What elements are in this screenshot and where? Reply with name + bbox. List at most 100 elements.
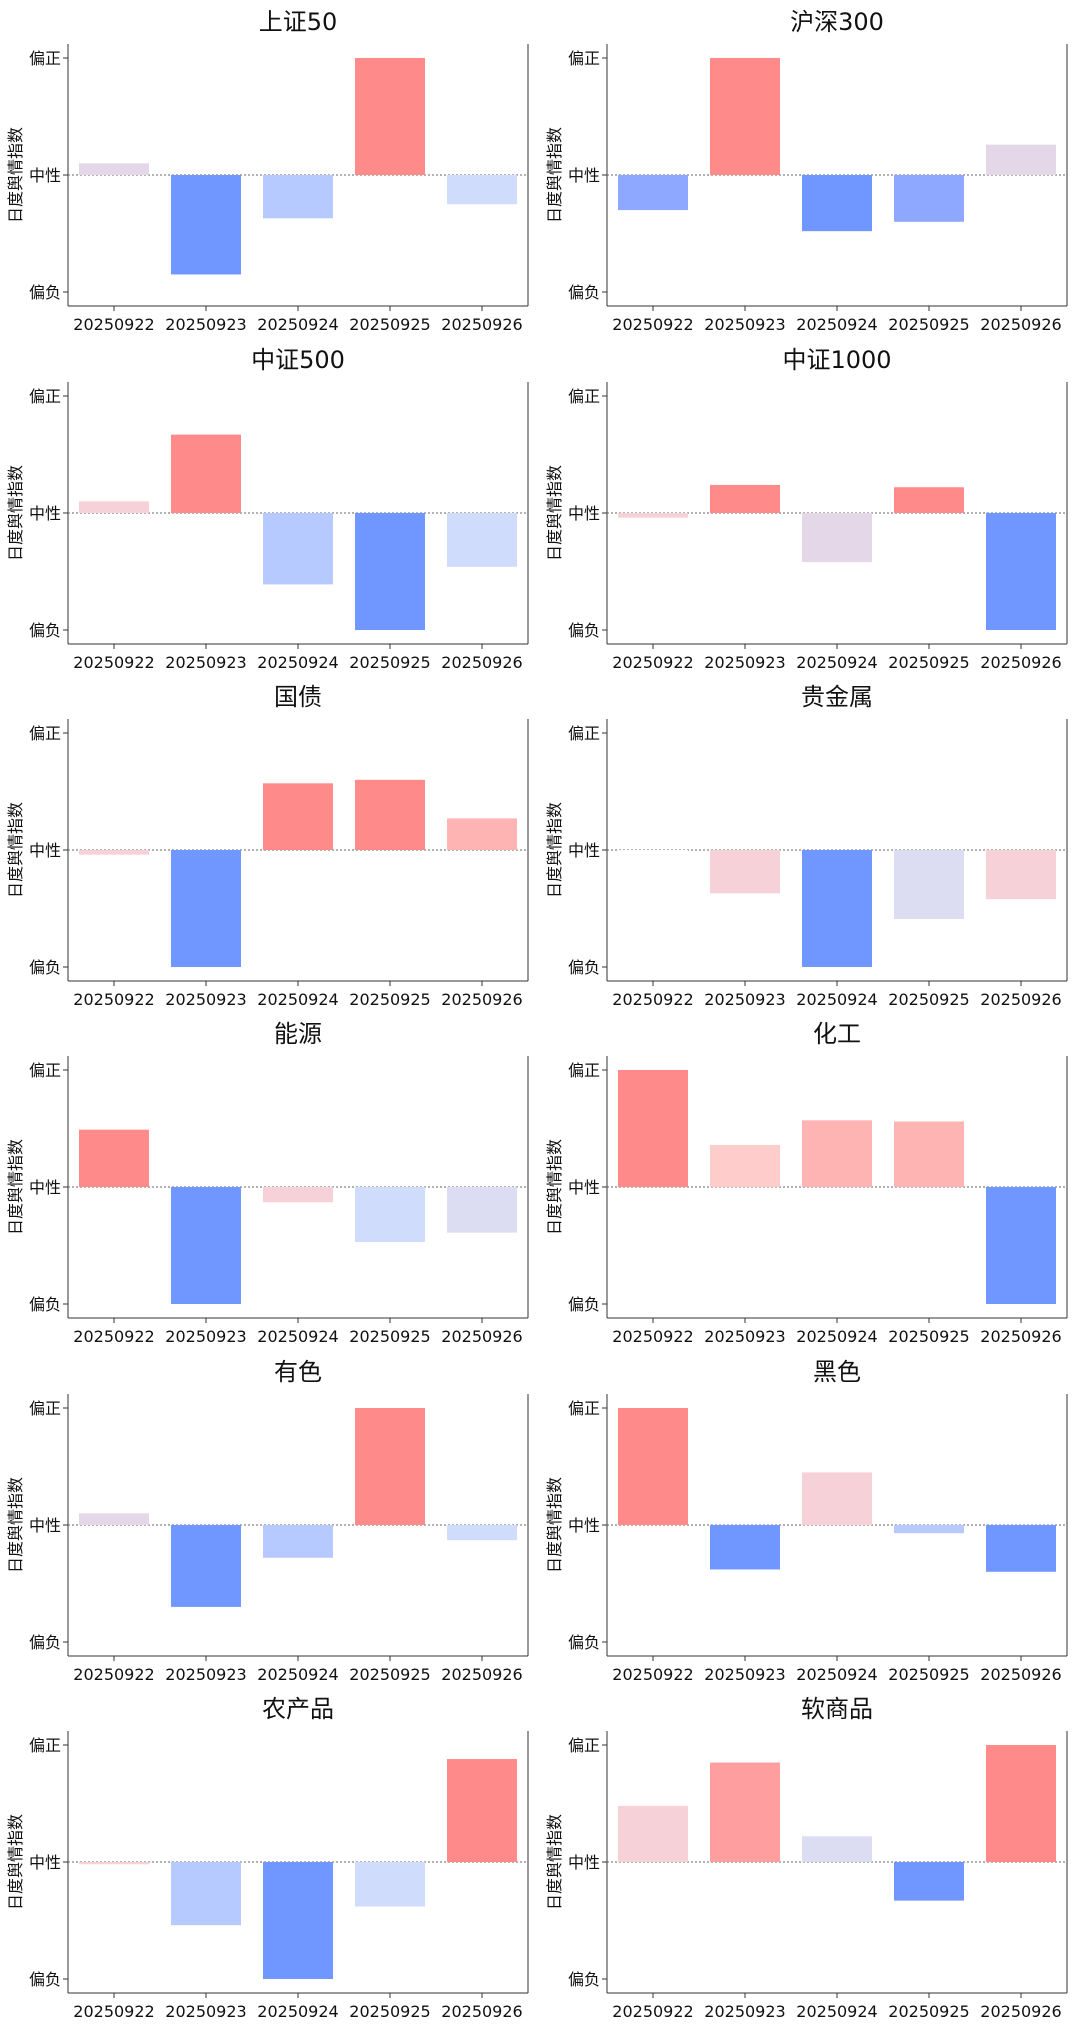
- x-tick-label: 20250926: [980, 1327, 1061, 1346]
- x-tick-label: 20250925: [888, 653, 969, 672]
- bar: [710, 1525, 780, 1570]
- chart-title: 能源: [274, 1020, 322, 1048]
- bar: [263, 1187, 333, 1203]
- y-axis-label: 日度舆情指数: [545, 465, 564, 561]
- x-tick-label: 20250923: [704, 990, 785, 1009]
- y-tick-negative: 偏负: [568, 283, 600, 302]
- y-tick-negative: 偏负: [29, 1633, 61, 1652]
- x-tick-label: 20250922: [612, 315, 693, 334]
- x-tick-label: 20250925: [888, 990, 969, 1009]
- y-tick-positive: 偏正: [568, 49, 600, 68]
- y-tick-negative: 偏负: [29, 1970, 61, 1989]
- x-tick-label: 20250922: [73, 1327, 154, 1346]
- x-tick-label: 20250924: [257, 315, 338, 334]
- x-tick-label: 20250922: [612, 1665, 693, 1684]
- x-tick-label: 20250926: [980, 653, 1061, 672]
- y-axis-label: 日度舆情指数: [545, 127, 564, 223]
- bar: [986, 144, 1056, 175]
- x-tick-label: 20250924: [257, 653, 338, 672]
- x-tick-label: 20250926: [441, 2002, 522, 2021]
- y-tick-negative: 偏负: [29, 958, 61, 977]
- bar: [263, 1862, 333, 1979]
- x-tick-label: 20250923: [704, 1327, 785, 1346]
- x-tick-label: 20250924: [796, 1327, 877, 1346]
- y-axis-label: 日度舆情指数: [545, 1814, 564, 1910]
- y-axis-label: 日度舆情指数: [545, 1139, 564, 1235]
- y-axis-label: 日度舆情指数: [6, 465, 25, 561]
- bar: [986, 513, 1056, 630]
- y-tick-neutral: 中性: [29, 504, 61, 523]
- y-tick-neutral: 中性: [29, 1516, 61, 1535]
- bar: [447, 1759, 517, 1862]
- bar: [802, 175, 872, 232]
- x-tick-label: 20250923: [704, 315, 785, 334]
- chart-title: 贵金属: [801, 683, 873, 711]
- y-axis-label: 日度舆情指数: [6, 1477, 25, 1573]
- bar: [894, 175, 964, 222]
- x-tick-label: 20250922: [73, 2002, 154, 2021]
- y-tick-positive: 偏正: [568, 387, 600, 406]
- y-tick-neutral: 中性: [29, 1178, 61, 1197]
- bar: [355, 1862, 425, 1907]
- x-tick-label: 20250925: [349, 990, 430, 1009]
- x-tick-label: 20250923: [165, 990, 246, 1009]
- bar: [171, 1862, 241, 1926]
- y-tick-negative: 偏负: [29, 283, 61, 302]
- x-tick-label: 20250926: [980, 1665, 1061, 1684]
- y-tick-positive: 偏正: [29, 1399, 61, 1418]
- x-tick-label: 20250923: [165, 315, 246, 334]
- y-tick-neutral: 中性: [568, 166, 600, 185]
- bar: [171, 434, 241, 513]
- bar: [802, 513, 872, 563]
- y-axis-label: 日度舆情指数: [545, 802, 564, 898]
- bar: [263, 175, 333, 219]
- y-axis-label: 日度舆情指数: [545, 1477, 564, 1573]
- x-tick-label: 20250926: [441, 1327, 522, 1346]
- y-tick-negative: 偏负: [568, 1295, 600, 1314]
- y-tick-positive: 偏正: [568, 1061, 600, 1080]
- x-tick-label: 20250925: [349, 653, 430, 672]
- x-tick-label: 20250923: [704, 653, 785, 672]
- bar: [171, 175, 241, 275]
- bar: [355, 779, 425, 850]
- bar: [802, 1120, 872, 1187]
- x-tick-label: 20250922: [612, 1327, 693, 1346]
- x-tick-label: 20250925: [349, 2002, 430, 2021]
- bar: [447, 513, 517, 567]
- x-tick-label: 20250925: [888, 1327, 969, 1346]
- y-tick-negative: 偏负: [29, 1295, 61, 1314]
- bar: [171, 850, 241, 967]
- bar: [618, 1070, 688, 1187]
- x-tick-label: 20250926: [441, 1665, 522, 1684]
- y-axis-label: 日度舆情指数: [6, 1814, 25, 1910]
- chart-title: 软商品: [801, 1695, 873, 1723]
- x-tick-label: 20250922: [612, 990, 693, 1009]
- y-tick-neutral: 中性: [29, 841, 61, 860]
- x-tick-label: 20250925: [888, 315, 969, 334]
- x-tick-label: 20250926: [980, 990, 1061, 1009]
- chart-title: 化工: [813, 1020, 861, 1048]
- bar: [79, 163, 149, 175]
- y-tick-positive: 偏正: [29, 724, 61, 743]
- chart-title: 沪深300: [790, 8, 884, 36]
- y-tick-negative: 偏负: [568, 1970, 600, 1989]
- bar: [802, 850, 872, 967]
- bar: [447, 818, 517, 850]
- x-tick-label: 20250926: [441, 653, 522, 672]
- y-axis-label: 日度舆情指数: [6, 802, 25, 898]
- x-tick-label: 20250924: [796, 1665, 877, 1684]
- bar: [79, 501, 149, 513]
- y-tick-positive: 偏正: [29, 387, 61, 406]
- bar: [894, 1862, 964, 1901]
- x-tick-label: 20250925: [349, 1327, 430, 1346]
- bar: [710, 1144, 780, 1187]
- bar: [802, 1472, 872, 1525]
